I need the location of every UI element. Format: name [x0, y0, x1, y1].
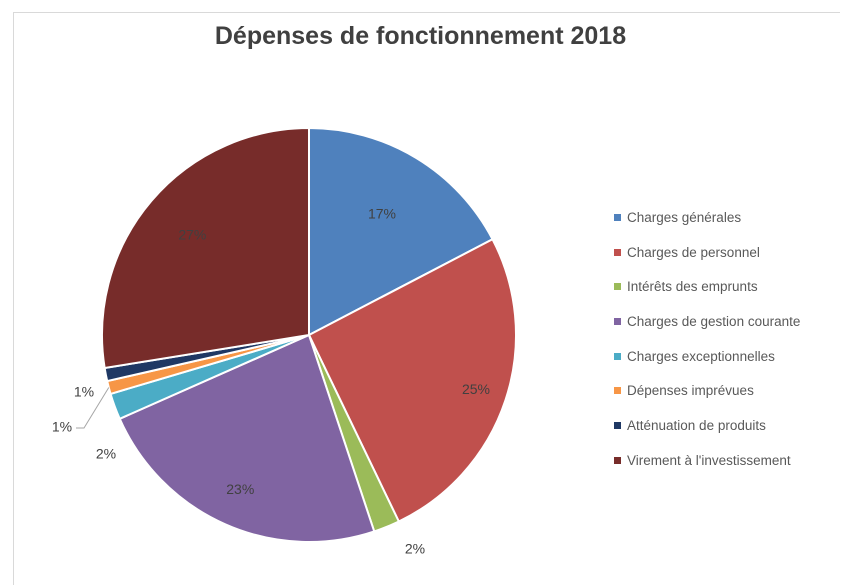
legend-item: Intérêts des emprunts: [614, 269, 800, 304]
pie-slice: [118, 333, 376, 543]
legend-swatch: [614, 283, 621, 291]
pie-slice: [308, 126, 494, 337]
pie-slices: [101, 126, 517, 543]
legend-label: Virement à l'investissement: [627, 452, 791, 468]
legend-swatch: [614, 387, 621, 395]
legend-item: Charges exceptionnelles: [614, 339, 800, 374]
data-label: 2%: [96, 446, 116, 462]
legend-item: Virement à l'investissement: [614, 443, 800, 478]
legend-swatch: [614, 248, 621, 256]
data-label: 1%: [74, 384, 94, 400]
legend-item: Charges générales: [614, 200, 800, 235]
legend-item: Charges de personnel: [614, 235, 800, 270]
data-labels: 17% 25% 2% 23% 2% 1% 1% 27%: [52, 205, 490, 556]
data-label: 17%: [368, 205, 396, 221]
legend-swatch: [614, 456, 621, 464]
legend-label: Charges de personnel: [627, 244, 760, 260]
pie-slice: [101, 126, 310, 370]
data-label: 25%: [462, 381, 490, 397]
leader-line: [76, 387, 110, 429]
data-label: 2%: [405, 541, 425, 557]
legend-label: Charges exceptionnelles: [627, 348, 775, 364]
legend-label: Charges générales: [627, 209, 742, 225]
legend-swatch: [614, 317, 621, 325]
legend-item: Charges de gestion courante: [614, 304, 800, 339]
legend-label: Atténuation de produits: [627, 417, 766, 433]
data-label: 1%: [52, 419, 72, 435]
legend-item: Dépenses imprévues: [614, 373, 800, 408]
legend-label: Dépenses imprévues: [627, 383, 754, 399]
legend-item: Atténuation de produits: [614, 408, 800, 443]
legend: Charges générales Charges de personnel Int…: [614, 200, 800, 478]
legend-swatch: [614, 213, 621, 221]
legend-label: Intérêts des emprunts: [627, 279, 758, 295]
leader-lines: [76, 387, 110, 429]
legend-swatch: [614, 352, 621, 360]
pie-slice: [307, 237, 517, 523]
data-label: 27%: [178, 226, 206, 242]
data-label: 23%: [226, 481, 254, 497]
legend-swatch: [614, 421, 621, 429]
chart-title: Dépenses de fonctionnement 2018: [214, 22, 627, 50]
legend-label: Charges de gestion courante: [627, 313, 801, 329]
